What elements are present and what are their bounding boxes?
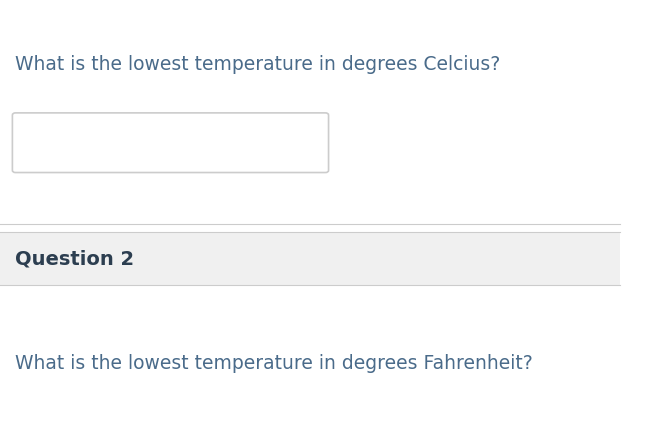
Text: What is the lowest temperature in degrees Celcius?: What is the lowest temperature in degree… <box>16 55 501 75</box>
Text: Question 2: Question 2 <box>16 249 135 268</box>
FancyBboxPatch shape <box>12 113 329 173</box>
FancyBboxPatch shape <box>0 232 620 285</box>
Text: What is the lowest temperature in degrees Fahrenheit?: What is the lowest temperature in degree… <box>16 354 533 373</box>
